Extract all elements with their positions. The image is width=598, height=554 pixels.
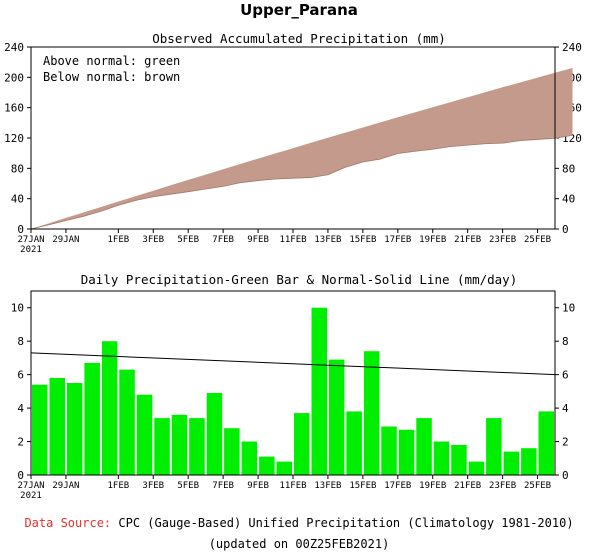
daily-precip-bar: [521, 448, 537, 475]
accum-x-tick-label: 1FEB: [107, 235, 129, 245]
accum-x-tick-label: 15FEB: [349, 235, 376, 245]
data-source-text: CPC (Gauge-Based) Unified Precipitation …: [118, 516, 574, 530]
daily-precip-bar: [32, 384, 48, 475]
data-source-label: Data Source:: [24, 516, 112, 530]
daily-y-tick-label-left: 0: [17, 469, 24, 482]
daily-precip-bar: [451, 444, 467, 475]
daily-normal-line: [30, 352, 556, 376]
daily-x-tick-label: 21FEB: [454, 481, 481, 491]
daily-x-tick-label: 15FEB: [349, 481, 376, 491]
accum-x-tick-label: 7FEB: [212, 235, 234, 245]
daily-x-year-label: 2021: [20, 491, 42, 501]
accum-y-tick-label-left: 120: [4, 132, 24, 145]
daily-precip-bar: [101, 341, 118, 475]
daily-y-tick-label-left: 10: [11, 302, 24, 315]
daily-precip-bar: [119, 369, 135, 475]
daily-precip-bar: [259, 456, 275, 475]
daily-precip-bar: [136, 394, 153, 475]
accum-y-tick-label-left: 240: [4, 41, 24, 54]
accum-y-tick-label-right: 0: [562, 223, 569, 236]
daily-x-tick-label: 19FEB: [419, 481, 446, 491]
daily-x-tick-label: 13FEB: [314, 481, 341, 491]
accum-y-tick-label-left: 40: [11, 193, 24, 206]
updated-note: (updated on 00Z25FEB2021): [208, 537, 390, 551]
accum-x-tick-label: 9FEB: [247, 235, 269, 245]
daily-precip-bar: [311, 307, 327, 475]
daily-precip-bar: [241, 441, 258, 475]
accum-x-tick-label: 3FEB: [142, 235, 164, 245]
accum-x-tick-label: 11FEB: [279, 235, 306, 245]
daily-x-tick-label: 7FEB: [212, 481, 234, 491]
daily-y-tick-label-right: 10: [562, 302, 575, 315]
accum-y-tick-label-left: 160: [4, 102, 24, 115]
accum-x-year-label: 2021: [20, 245, 42, 255]
daily-precip-bar: [433, 441, 450, 475]
accum-x-tick-label: 25FEB: [524, 235, 551, 245]
daily-y-tick-label-right: 0: [562, 469, 569, 482]
daily-precip-bar: [224, 428, 240, 475]
accum-x-tick-label: 19FEB: [419, 235, 446, 245]
daily-precip-bar: [49, 378, 65, 475]
daily-precip-bar: [66, 383, 83, 475]
daily-precip-bar: [276, 461, 292, 475]
accum-x-tick-label: 17FEB: [384, 235, 411, 245]
daily-x-tick-label: 5FEB: [177, 481, 199, 491]
accum-x-tick-label: 29JAN: [52, 235, 79, 245]
daily-x-tick-label: 27JAN: [17, 481, 44, 491]
accum-y-tick-label-left: 0: [17, 223, 24, 236]
daily-x-tick-label: 29JAN: [52, 481, 79, 491]
daily-precip-bar: [381, 426, 397, 475]
daily-y-tick-label-right: 2: [562, 436, 569, 449]
daily-precip-bar: [189, 418, 205, 475]
daily-precip-bar: [538, 411, 554, 475]
daily-precip-bar: [486, 418, 502, 475]
daily-precip-bar: [294, 413, 310, 475]
accum-x-tick-label: 5FEB: [177, 235, 199, 245]
daily-precip-bar: [416, 418, 432, 475]
daily-precip-bar: [154, 418, 170, 475]
legend-above-normal: Above normal: green: [43, 54, 180, 68]
legend-below-normal: Below normal: brown: [43, 70, 180, 84]
daily-x-tick-label: 1FEB: [107, 481, 129, 491]
accum-y-tick-label-right: 80: [562, 162, 575, 175]
daily-y-tick-label-right: 6: [562, 369, 569, 382]
daily-x-tick-label: 3FEB: [142, 481, 164, 491]
daily-precip-bar: [503, 451, 520, 475]
daily-x-tick-label: 23FEB: [489, 481, 516, 491]
daily-precip-bar: [206, 393, 223, 475]
accum-y-tick-label-left: 80: [11, 162, 24, 175]
accum-x-tick-label: 27JAN: [17, 235, 44, 245]
accum-x-tick-label: 23FEB: [489, 235, 516, 245]
daily-x-tick-label: 17FEB: [384, 481, 411, 491]
below-normal-area: [31, 68, 573, 229]
daily-y-tick-label-right: 8: [562, 335, 569, 348]
accum-y-tick-label-right: 40: [562, 193, 575, 206]
daily-y-tick-label-right: 4: [562, 402, 569, 415]
daily-x-tick-label: 11FEB: [279, 481, 306, 491]
page-title: Upper_Parana: [240, 1, 358, 19]
observed-accum-line: [30, 134, 573, 230]
daily-y-tick-label-left: 6: [17, 369, 24, 382]
daily-x-tick-label: 25FEB: [524, 481, 551, 491]
daily-precip-bar: [346, 411, 362, 475]
daily-chart-title: Daily Precipitation-Green Bar & Normal-S…: [81, 272, 518, 287]
daily-precip-bar: [363, 351, 380, 475]
daily-precip-bar: [171, 414, 188, 475]
daily-precip-bar: [398, 429, 415, 475]
daily-y-tick-label-left: 8: [17, 335, 24, 348]
accum-y-tick-label-right: 240: [562, 41, 582, 54]
daily-precip-bar: [328, 359, 345, 475]
daily-precip-bar: [468, 461, 485, 475]
daily-x-tick-label: 9FEB: [247, 481, 269, 491]
data-source-line: Data Source: CPC (Gauge-Based) Unified P…: [0, 515, 598, 531]
accum-x-tick-label: 13FEB: [314, 235, 341, 245]
accum-x-tick-label: 21FEB: [454, 235, 481, 245]
accum-y-tick-label-left: 200: [4, 71, 24, 84]
daily-y-tick-label-left: 2: [17, 436, 24, 449]
daily-y-tick-label-left: 4: [17, 402, 24, 415]
accum-chart-title: Observed Accumulated Precipitation (mm): [152, 31, 446, 46]
daily-precip-bar: [84, 362, 100, 475]
